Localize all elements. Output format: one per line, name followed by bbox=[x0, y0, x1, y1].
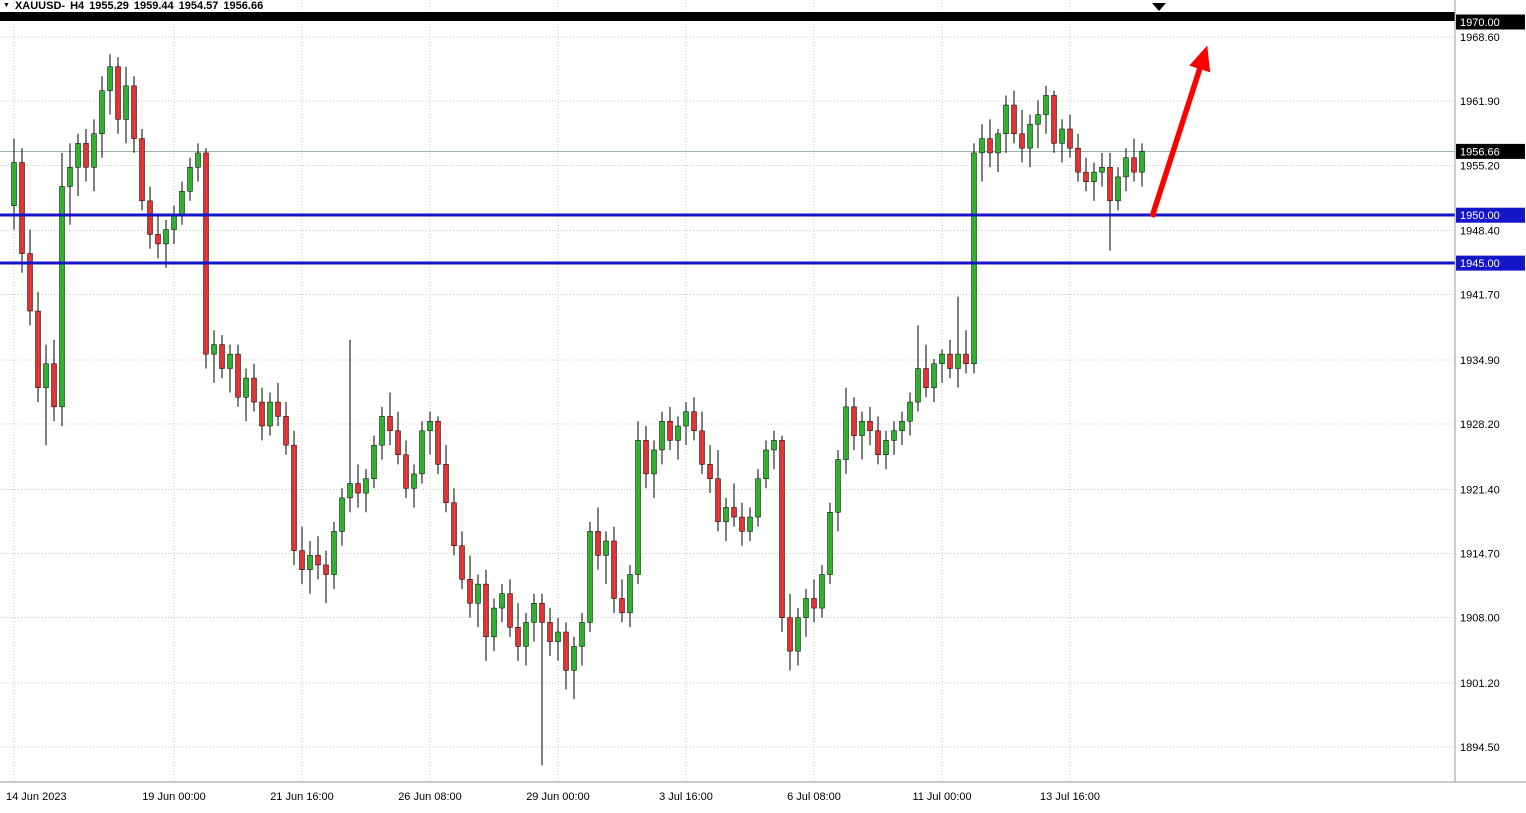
price-scale-label: 1901.20 bbox=[1460, 678, 1500, 690]
time-scale-label: 3 Jul 16:00 bbox=[659, 791, 713, 803]
time-axis[interactable]: 14 Jun 2023 19 Jun 00:00 21 Jun 16:00 26 Ju… bbox=[6, 791, 1100, 803]
ohlc-low: 1954.57 bbox=[178, 0, 219, 12]
time-scale-label: 11 Jul 00:00 bbox=[912, 791, 971, 803]
price-scale-label: 1941.70 bbox=[1460, 290, 1500, 302]
price-scale-label: 1921.40 bbox=[1460, 484, 1500, 496]
bid-price-label: 1956.66 bbox=[1456, 143, 1525, 159]
price-scale-label: 1968.60 bbox=[1460, 32, 1500, 44]
price-scale-label: 1928.20 bbox=[1460, 419, 1500, 431]
chart-title: ▼ XAUUSD- H4 1955.29 1959.44 1954.57 195… bbox=[3, 0, 264, 12]
timeframe-label: H4 bbox=[70, 0, 85, 12]
price-scale-label: 1908.00 bbox=[1460, 613, 1500, 625]
symbol-label: XAUUSD- bbox=[14, 0, 66, 12]
axis-separators bbox=[0, 0, 1526, 783]
price-scale-label: 1894.50 bbox=[1460, 742, 1500, 754]
svg-text:1970.00: 1970.00 bbox=[1460, 17, 1500, 29]
time-scale-label: 26 Jun 08:00 bbox=[398, 791, 462, 803]
trend-arrow[interactable] bbox=[1149, 45, 1211, 218]
price-axis[interactable]: 1968.60 1961.90 1955.20 1948.40 1941.70 1934.… bbox=[1456, 14, 1525, 754]
svg-text:1956.66: 1956.66 bbox=[1460, 146, 1500, 158]
price-scale-label: 1934.90 bbox=[1460, 355, 1500, 367]
svg-text:1950.00: 1950.00 bbox=[1460, 210, 1500, 222]
price-scale-label: 1955.20 bbox=[1460, 160, 1500, 172]
candlesticks bbox=[11, 54, 1145, 766]
svg-text:1945.00: 1945.00 bbox=[1460, 258, 1500, 270]
time-scale-label: 29 Jun 00:00 bbox=[526, 791, 590, 803]
one-click-trading-toggle-icon[interactable]: ▼ bbox=[3, 2, 10, 9]
price-scale-label: 1961.90 bbox=[1460, 96, 1500, 108]
resistance-line-1970[interactable] bbox=[0, 12, 1455, 21]
support-level-lines[interactable] bbox=[0, 213, 1455, 265]
support-price-label: 1945.00 bbox=[1456, 255, 1525, 271]
ohlc-high: 1959.44 bbox=[133, 0, 174, 12]
resistance-price-label: 1970.00 bbox=[1456, 14, 1525, 30]
time-scale-label: 14 Jun 2023 bbox=[6, 791, 67, 803]
support-price-label: 1950.00 bbox=[1456, 207, 1525, 223]
time-scale-label: 19 Jun 00:00 bbox=[142, 791, 206, 803]
grid-lines bbox=[0, 0, 1455, 782]
time-scale-label: 21 Jun 16:00 bbox=[270, 791, 334, 803]
price-scale-label: 1914.70 bbox=[1460, 548, 1500, 560]
ohlc-close: 1956.66 bbox=[223, 0, 264, 12]
price-scale-label: 1948.40 bbox=[1460, 226, 1500, 238]
time-scale-label: 6 Jul 08:00 bbox=[787, 791, 841, 803]
chart-shift-marker-icon[interactable] bbox=[1152, 3, 1166, 11]
time-scale-label: 13 Jul 16:00 bbox=[1040, 791, 1100, 803]
ohlc-open: 1955.29 bbox=[89, 0, 129, 12]
